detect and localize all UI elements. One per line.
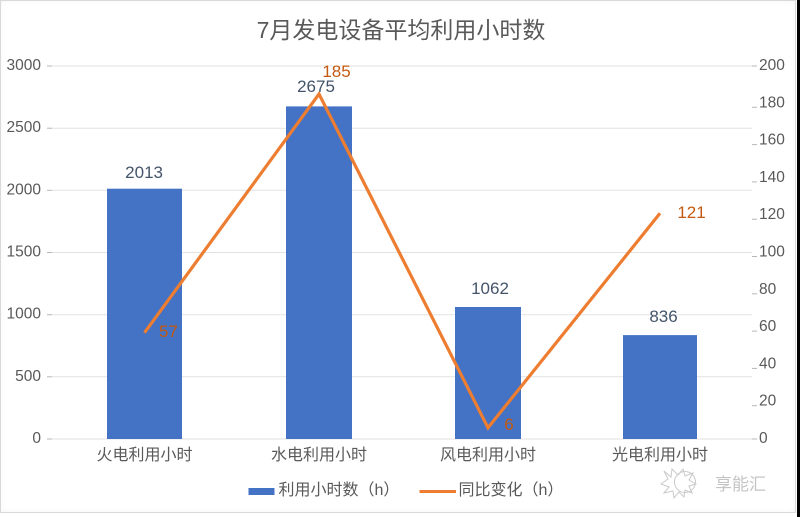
svg-text:火电利用小时: 火电利用小时 [96, 446, 192, 464]
svg-text:同比变化（h）: 同比变化（h） [459, 481, 564, 499]
svg-text:1000: 1000 [7, 306, 42, 323]
svg-text:836: 836 [649, 307, 677, 326]
svg-text:185: 185 [322, 62, 350, 81]
svg-text:利用小时数（h）: 利用小时数（h） [279, 481, 400, 499]
svg-text:180: 180 [759, 94, 785, 111]
svg-text:160: 160 [759, 132, 785, 149]
svg-text:3000: 3000 [7, 57, 42, 74]
svg-text:0: 0 [759, 430, 768, 447]
svg-text:1500: 1500 [7, 244, 42, 261]
svg-text:2500: 2500 [7, 119, 42, 136]
svg-text:光电利用小时: 光电利用小时 [612, 446, 708, 464]
svg-text:100: 100 [759, 244, 785, 261]
svg-text:享能汇: 享能汇 [715, 475, 766, 494]
svg-text:500: 500 [15, 368, 41, 385]
svg-text:200: 200 [759, 57, 785, 74]
svg-text:水电利用小时: 水电利用小时 [271, 446, 367, 464]
svg-text:120: 120 [759, 206, 785, 223]
svg-text:20: 20 [759, 393, 777, 410]
svg-text:6: 6 [504, 415, 513, 434]
svg-text:2000: 2000 [7, 181, 42, 198]
svg-text:1062: 1062 [471, 279, 509, 298]
svg-text:0: 0 [32, 430, 41, 447]
svg-text:140: 140 [759, 169, 785, 186]
svg-text:60: 60 [759, 318, 777, 335]
svg-text:40: 40 [759, 355, 777, 372]
svg-text:2013: 2013 [125, 163, 163, 182]
svg-text:121: 121 [677, 203, 705, 222]
svg-text:风电利用小时: 风电利用小时 [440, 446, 536, 464]
svg-text:57: 57 [159, 322, 178, 341]
svg-text:80: 80 [759, 281, 777, 298]
